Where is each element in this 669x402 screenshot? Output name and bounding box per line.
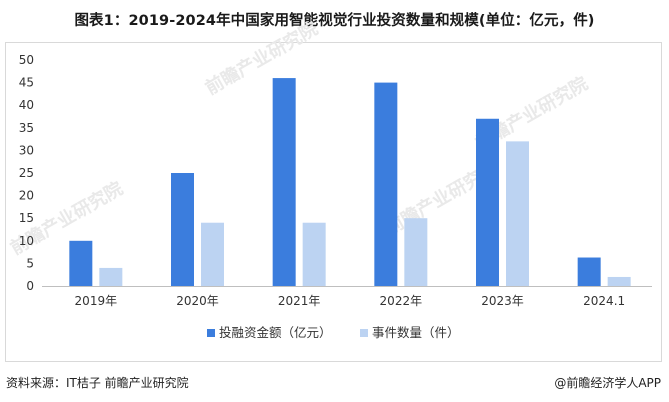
- legend-label: 事件数量（件）: [372, 325, 460, 340]
- bar-event-count: [99, 267, 123, 286]
- chart-title: 图表1：2019-2024年中国家用智能视觉行业投资数量和规模(单位：亿元，件): [74, 13, 595, 29]
- y-tick-label: 40: [19, 98, 34, 112]
- x-tick-label: 2021年: [278, 294, 321, 308]
- credit-note: @前瞻经济学人APP: [554, 376, 661, 390]
- x-tick-label: 2024.1: [583, 294, 625, 308]
- bar-investment: [272, 78, 296, 286]
- bar-investment: [374, 82, 398, 286]
- chart-frame: [5, 42, 662, 362]
- y-tick-label: 20: [19, 189, 34, 203]
- y-tick-label: 50: [19, 53, 34, 67]
- x-tick-label: 2023年: [481, 294, 524, 308]
- source-note: 资料来源：IT桔子 前瞻产业研究院: [6, 376, 189, 390]
- y-axis: 0 5 10 15 20 25 30 35 40 45 50: [19, 53, 34, 293]
- legend-label: 投融资金额（亿元）: [219, 325, 332, 340]
- watermark-text: 前瞻产业研究院: [202, 17, 322, 99]
- x-tick-label: 2020年: [176, 294, 219, 308]
- y-tick-label: 45: [19, 76, 34, 90]
- bar-event-count: [607, 276, 631, 286]
- legend: 投融资金额（亿元） 事件数量（件）: [207, 325, 460, 340]
- bar-investment: [171, 173, 194, 286]
- y-tick-label: 5: [26, 256, 34, 270]
- bar-event-count: [506, 141, 529, 286]
- bar-investment: [69, 240, 93, 286]
- y-tick-label: 25: [19, 166, 34, 180]
- bar-investment: [577, 257, 601, 286]
- watermark-group: 前瞻产业研究院 前瞻产业研究院 前瞻产业研究院 前瞻产业研究院: [7, 17, 592, 259]
- y-tick-label: 10: [19, 234, 34, 248]
- legend-swatch: [360, 329, 368, 337]
- y-tick-label: 0: [26, 279, 34, 293]
- x-axis-labels: 2019年 2020年 2021年 2022年 2023年 2024.1: [75, 294, 626, 308]
- bars-group: [69, 78, 631, 286]
- bar-event-count: [302, 222, 326, 286]
- y-tick-label: 30: [19, 143, 34, 157]
- bar-event-count: [201, 222, 224, 286]
- bar-investment: [476, 118, 499, 286]
- y-tick-label: 15: [19, 211, 34, 225]
- x-tick-label: 2019年: [75, 294, 118, 308]
- legend-swatch: [207, 329, 215, 337]
- x-tick-label: 2022年: [380, 294, 423, 308]
- y-tick-label: 35: [19, 121, 34, 135]
- bar-event-count: [404, 218, 428, 286]
